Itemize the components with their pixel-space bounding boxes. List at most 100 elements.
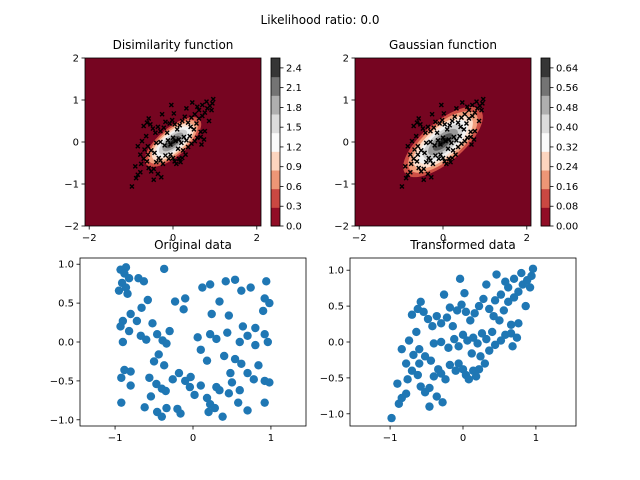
- scatter-point: [514, 287, 523, 296]
- colorbar-tick-label: 0.0: [286, 222, 302, 233]
- x-marker: [202, 128, 208, 134]
- y-tick-label: −0.5: [320, 373, 344, 384]
- x-marker: [173, 161, 179, 167]
- x-marker: [440, 155, 446, 161]
- scatter-point: [124, 274, 134, 283]
- colorbar-tick-label: 1.8: [286, 103, 302, 114]
- scatter-point: [126, 381, 135, 390]
- scatter-point: [114, 286, 124, 295]
- colorbar-segment: [271, 151, 280, 171]
- colorbar-tick-label: 0.64: [556, 63, 578, 74]
- x-marker: [463, 121, 469, 127]
- x-marker: [422, 150, 428, 156]
- x-marker: [455, 120, 461, 126]
- y-tick-label: 2: [73, 54, 79, 65]
- colorbar-tick-label: 2.1: [286, 83, 302, 94]
- x-marker: [183, 105, 189, 111]
- heatmap-contours: [144, 117, 202, 167]
- x-marker: [438, 102, 444, 108]
- scatter-point: [512, 333, 522, 342]
- x-marker: [172, 121, 178, 127]
- scatter-point: [162, 403, 171, 413]
- x-marker: [162, 152, 168, 158]
- x-marker: [141, 123, 147, 129]
- scatter-point: [429, 372, 439, 381]
- x-marker: [417, 121, 423, 127]
- scatter-point: [397, 344, 406, 354]
- x-tick-label: 1: [268, 433, 274, 444]
- scatter-point: [426, 356, 436, 365]
- scatter-point: [474, 365, 484, 374]
- y-tick-label: −1: [64, 180, 79, 191]
- x-marker: [157, 139, 163, 145]
- x-marker: [167, 142, 173, 148]
- scatter-point: [159, 361, 169, 370]
- x-marker: [209, 107, 215, 113]
- y-tick-label: −0.5: [50, 376, 74, 387]
- scatter-point: [235, 337, 244, 347]
- x-marker: [162, 119, 168, 125]
- x-marker: [416, 115, 422, 121]
- x-marker: [199, 102, 205, 108]
- scatter-point: [142, 335, 151, 344]
- scatter-point: [458, 330, 468, 340]
- y-tick-label: 1.0: [58, 260, 74, 271]
- x-marker: [183, 152, 189, 158]
- colorbar-tick-label: 2.4: [286, 63, 302, 74]
- scatter-point: [265, 378, 274, 387]
- x-marker: [179, 118, 185, 124]
- x-marker: [449, 155, 455, 161]
- scatter-point: [528, 264, 538, 273]
- scatter-point: [186, 372, 195, 382]
- scatter-point: [428, 322, 437, 331]
- x-tick-label: 0: [460, 433, 466, 444]
- x-marker: [129, 184, 135, 190]
- scatter-point: [204, 407, 213, 417]
- scatter-point: [227, 378, 237, 387]
- scatter-point: [176, 409, 185, 418]
- x-marker: [178, 140, 184, 146]
- scatter-point: [145, 373, 154, 382]
- colorbar: 0.0 0.3 0.6 0.9 1.2 1.5 1.8 2.1 2.4: [270, 57, 302, 233]
- x-marker: [469, 142, 474, 148]
- scatter-point: [471, 372, 481, 381]
- panel-3: −1 0 1 −1.0 −0.5 0.0 0.5 1.0 Original data: [50, 238, 307, 444]
- x-marker: [412, 147, 417, 153]
- scatter-points: [387, 264, 538, 423]
- scatter-point: [455, 274, 465, 284]
- colorbar: 0.00 0.08 0.16 0.24 0.32 0.40 0.48 0.56 0.64: [540, 57, 578, 233]
- x-marker: [459, 100, 465, 106]
- x-marker: [458, 115, 464, 121]
- scatter-point: [436, 319, 446, 328]
- x-marker: [187, 133, 193, 139]
- scatter-point: [461, 307, 471, 317]
- scatter-point: [492, 270, 501, 279]
- x-tick-label: 0: [190, 433, 196, 444]
- scatter-point: [482, 280, 491, 289]
- x-marker: [462, 111, 468, 117]
- colorbar-tick-label: 0.00: [556, 222, 578, 233]
- panel-title: Gaussian function: [389, 38, 497, 52]
- y-tick-label: 0.5: [328, 302, 344, 313]
- scatter-point: [476, 352, 485, 361]
- x-marker: [143, 133, 149, 139]
- x-marker: [452, 114, 458, 120]
- scatter-point: [202, 356, 212, 365]
- colorbar-tick-label: 0.9: [286, 162, 302, 173]
- scatter-point: [226, 368, 235, 378]
- scatter-point: [429, 339, 439, 348]
- x-marker: [414, 120, 420, 126]
- colorbar-segment: [541, 151, 550, 171]
- x-marker: [448, 140, 454, 146]
- scatter-point: [243, 406, 252, 415]
- x-marker: [453, 137, 459, 143]
- x-marker: [442, 121, 448, 127]
- scatter-point: [445, 360, 455, 370]
- scatter-point: [223, 328, 232, 337]
- scatter-point: [117, 373, 126, 382]
- x-marker: [201, 136, 207, 142]
- scatter-point: [448, 322, 457, 331]
- x-marker: [161, 125, 167, 131]
- y-tick-label: 0: [343, 138, 349, 149]
- x-marker: [450, 147, 456, 153]
